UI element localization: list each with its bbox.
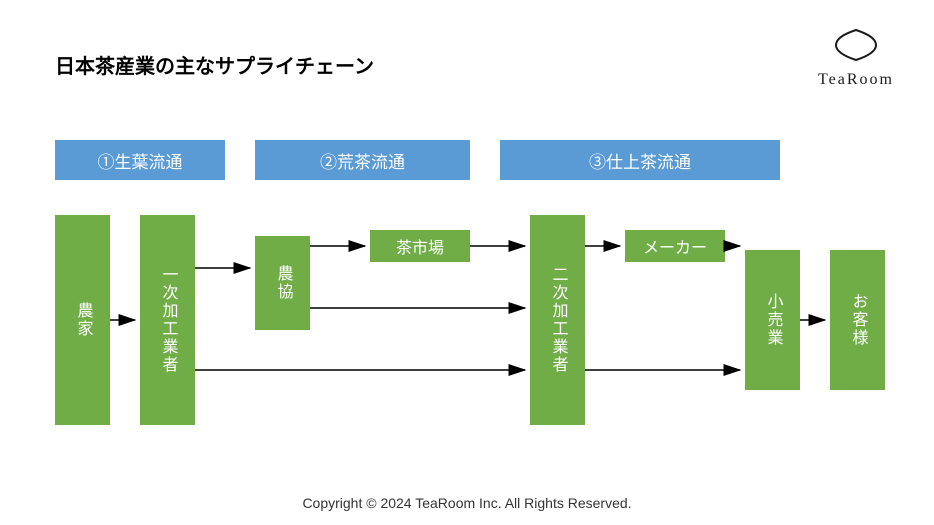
node-retail: 小売業 — [745, 250, 800, 390]
stage-bar-1: ①生葉流通 — [55, 140, 225, 180]
node-primary: 一次加工業者 — [140, 215, 195, 425]
node-customer: お客様 — [830, 250, 885, 390]
node-coop: 農協 — [255, 236, 310, 330]
copyright-footer: Copyright © 2024 TeaRoom Inc. All Rights… — [0, 495, 934, 511]
logo-text: TeaRoom — [818, 71, 894, 89]
stage-bar-3: ③仕上茶流通 — [500, 140, 780, 180]
brand-logo: TeaRoom — [818, 28, 894, 89]
node-farmer: 農家 — [55, 215, 110, 425]
node-market: 茶市場 — [370, 230, 470, 262]
node-secondary: 二次加工業者 — [530, 215, 585, 425]
stage-bar-2: ②荒茶流通 — [255, 140, 470, 180]
page-title: 日本茶産業の主なサプライチェーン — [55, 50, 374, 79]
node-maker: メーカー — [625, 230, 725, 262]
logo-diamond-icon — [834, 28, 878, 62]
